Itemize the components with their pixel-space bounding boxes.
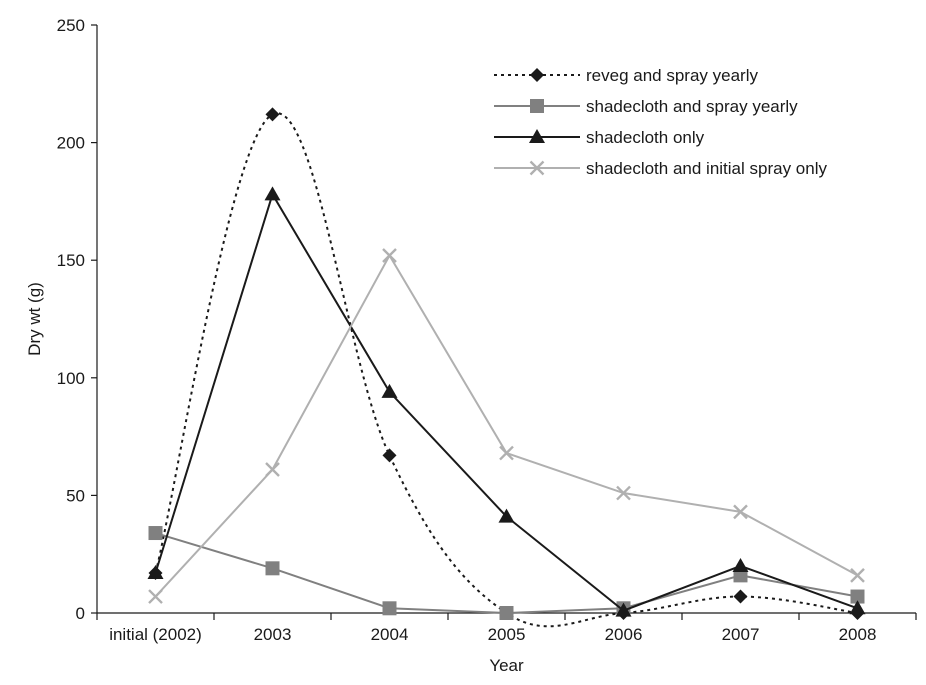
- series-line: [154, 253, 858, 598]
- x-marker-stroke: [529, 160, 545, 176]
- legend-marker: [530, 68, 544, 82]
- legend-label: reveg and spray yearly: [586, 66, 758, 85]
- data-point: [850, 589, 865, 604]
- data-point: [265, 107, 280, 122]
- data-point: [148, 589, 163, 604]
- x-marker-stroke: [148, 589, 163, 604]
- data-point: [499, 606, 514, 620]
- legend-marker: [529, 129, 545, 143]
- data-point: [499, 445, 514, 461]
- legend-label: shadecloth and initial spray only: [586, 159, 827, 178]
- legend-item-shadecloth-only: shadecloth only: [494, 128, 705, 147]
- data-point: [382, 248, 397, 263]
- y-tick-label: 250: [57, 16, 85, 35]
- y-axis-title: Dry wt (g): [25, 282, 44, 356]
- series-shadecloth-and-initial-spray-only: [148, 248, 865, 604]
- series-shadecloth-and-spray-yearly: [148, 526, 865, 620]
- x-marker-stroke: [265, 462, 280, 477]
- legend-item-reveg-and-spray-yearly: reveg and spray yearly: [494, 66, 758, 85]
- ticks: 0 50 100 150 200 250 initial (2002) 2003 2004 200…: [57, 16, 917, 644]
- data-point: [382, 448, 397, 463]
- data-point: [148, 526, 163, 541]
- series: [147, 107, 866, 628]
- data-point: [498, 508, 515, 523]
- x-marker-stroke: [733, 504, 748, 520]
- legend-label: shadecloth and spray yearly: [586, 97, 798, 116]
- x-tick-label: 2005: [488, 625, 526, 644]
- x-tick-label: 2004: [371, 625, 409, 644]
- series-line: [155, 532, 858, 615]
- x-marker-stroke: [499, 445, 514, 461]
- data-point: [147, 565, 164, 580]
- x-tick-label: 2007: [722, 625, 760, 644]
- series-shadecloth-only: [147, 186, 866, 617]
- y-tick-label: 50: [66, 486, 85, 505]
- data-point: [265, 561, 280, 576]
- legend-marker: [529, 160, 545, 176]
- y-tick-label: 0: [76, 604, 85, 623]
- data-point: [616, 485, 631, 501]
- data-point: [382, 601, 397, 616]
- data-point: [733, 504, 748, 520]
- x-marker-stroke: [850, 568, 865, 583]
- x-tick-label: 2006: [605, 625, 643, 644]
- data-point: [615, 602, 632, 617]
- data-point: [381, 383, 398, 398]
- x-tick-label: 2008: [839, 625, 877, 644]
- data-point: [850, 568, 865, 583]
- series-line: [154, 191, 858, 612]
- legend-item-shadecloth-and-spray-yearly: shadecloth and spray yearly: [494, 97, 798, 116]
- data-point: [849, 600, 866, 615]
- data-point: [732, 557, 749, 572]
- data-point: [265, 462, 280, 477]
- data-point: [264, 186, 281, 201]
- legend: reveg and spray yearly shadecloth and spr…: [494, 66, 827, 178]
- y-tick-label: 150: [57, 251, 85, 270]
- series-reveg-and-spray-yearly: [148, 107, 865, 628]
- data-point: [733, 589, 748, 604]
- y-tick-label: 200: [57, 134, 85, 153]
- legend-marker: [530, 99, 544, 113]
- x-tick-label: 2003: [254, 625, 292, 644]
- x-tick-label: initial (2002): [109, 625, 202, 644]
- x-marker-stroke: [382, 248, 397, 263]
- x-axis-title: Year: [489, 656, 524, 675]
- x-marker-stroke: [616, 485, 631, 501]
- y-tick-label: 100: [57, 369, 85, 388]
- legend-label: shadecloth only: [586, 128, 705, 147]
- series-line: [154, 112, 858, 628]
- legend-item-shadecloth-and-initial-spray-only: shadecloth and initial spray only: [494, 159, 827, 178]
